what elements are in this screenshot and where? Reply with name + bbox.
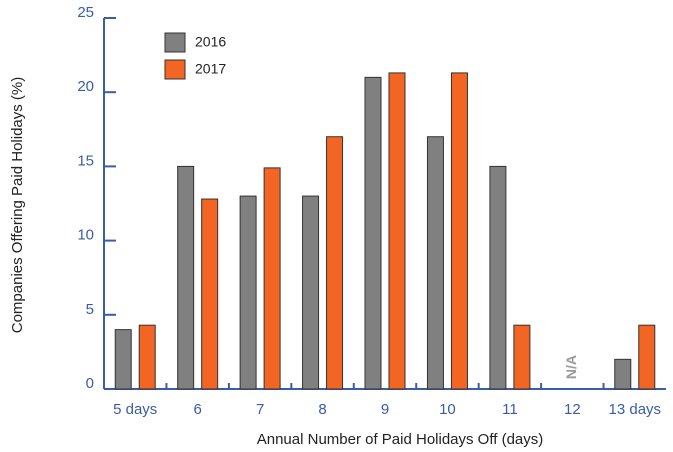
x-tick-label: 12 [564, 401, 581, 418]
x-tick-label: 8 [318, 401, 326, 418]
x-tick-label: 5 days [113, 401, 157, 418]
y-tick-label: 10 [77, 227, 94, 244]
bar [239, 195, 257, 390]
y-tick-label: 15 [77, 152, 94, 169]
x-tick-label: 11 [502, 401, 518, 418]
x-tick-label: 13 days [609, 401, 662, 418]
bar [201, 198, 219, 390]
x-tick-label: 10 [439, 401, 456, 418]
y-tick-label: 25 [77, 4, 94, 21]
y-tick-label: 20 [77, 78, 94, 95]
y-tick-label: 0 [86, 375, 94, 392]
annotation: N/A [563, 355, 579, 379]
x-tick-label: 9 [381, 401, 389, 418]
legend-swatch [164, 32, 186, 53]
bar [138, 324, 156, 390]
bar [638, 324, 656, 390]
y-tick-label: 5 [86, 301, 94, 318]
bar [450, 72, 468, 390]
bar [114, 329, 132, 390]
legend-label: 2016 [195, 34, 226, 50]
bar [177, 165, 195, 390]
bar [302, 195, 320, 390]
legend-label: 2017 [195, 61, 226, 77]
bar [513, 324, 531, 390]
legend-swatch [164, 59, 186, 80]
bar [489, 165, 507, 390]
bar [326, 136, 344, 390]
bar [263, 167, 281, 390]
x-tick-label: 6 [193, 401, 201, 418]
bar [426, 136, 444, 390]
bar [614, 358, 632, 390]
x-tick-label: 7 [256, 401, 264, 418]
bar [388, 72, 406, 390]
x-axis-label: Annual Number of Paid Holidays Off (days… [257, 431, 544, 448]
y-axis-label: Companies Offering Paid Holidays (%) [9, 77, 26, 334]
bar [364, 76, 382, 390]
